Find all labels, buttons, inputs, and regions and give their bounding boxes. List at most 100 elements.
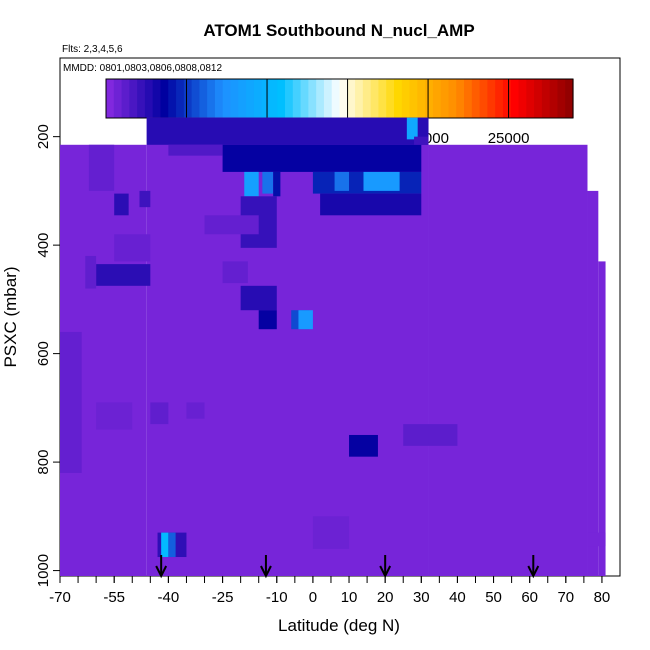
colorbar-slice (347, 79, 356, 118)
colorbar-slice (222, 79, 232, 118)
colorbar-slice (214, 79, 224, 118)
colorbar-slice (526, 79, 535, 118)
heatmap-domain (587, 532, 606, 547)
colorbar-slice (565, 79, 574, 118)
colorbar-slice (207, 79, 216, 118)
colorbar-slice (292, 79, 302, 118)
y-axis: 200 400 600 800 1000 (35, 124, 60, 587)
colorbar-slice (113, 79, 123, 118)
heatmap-cell (168, 532, 176, 558)
colorbar-slice (557, 79, 566, 118)
heatmap-layer (60, 117, 606, 577)
colorbar-slice (261, 79, 271, 118)
x-tick-label: 50 (485, 589, 502, 606)
y-tick-label: 400 (35, 233, 52, 258)
colorbar-slice (183, 79, 193, 118)
flight-markers (155, 555, 540, 579)
colorbar-slice (253, 79, 263, 118)
y-tick-label: 800 (35, 450, 52, 475)
colorbar-gradient (106, 79, 574, 118)
colorbar-slice (137, 79, 146, 118)
colorbar-slice (246, 79, 255, 118)
colorbar-slice (370, 79, 380, 118)
heatmap-cell (114, 193, 129, 216)
colorbar-slice (129, 79, 138, 118)
colorbar-slice (425, 79, 434, 118)
heatmap-cell (139, 190, 151, 208)
colorbar-slice (378, 79, 387, 118)
heatmap-cell (262, 171, 274, 194)
x-tick-label: -10 (266, 589, 288, 606)
x-tick-label: 10 (341, 589, 358, 606)
heatmap-cell (88, 144, 115, 191)
colorbar-slice (269, 79, 278, 118)
x-tick-label: 80 (594, 589, 611, 606)
x-tick-label: -25 (212, 589, 234, 606)
colorbar-slice (331, 79, 341, 118)
flight-marker-arrowhead (260, 565, 272, 579)
flight-marker-arrowhead (155, 565, 168, 579)
heatmap-cell (204, 215, 259, 235)
colorbar-slice (417, 79, 426, 118)
colorbar-slice (471, 79, 481, 118)
colorbar-slice (448, 79, 457, 118)
colorbar-slice (409, 79, 418, 118)
heatmap-cell (403, 424, 458, 446)
heatmap-cell (258, 310, 277, 330)
y-tick-label: 200 (35, 124, 52, 149)
heatmap-cell (334, 171, 350, 191)
colorbar-slice (495, 79, 504, 118)
colorbar-slice (176, 79, 185, 118)
colorbar-slice (440, 79, 450, 118)
y-axis-label: PSXC (mbar) (1, 266, 20, 367)
flights-subtitle: Flts: 2,3,4,5,6 (62, 44, 123, 55)
dates-subtitle: MMDD: 0801,0803,0806,0808,0812 (63, 63, 222, 74)
heatmap-cell (186, 402, 205, 419)
heatmap-cell (363, 171, 400, 191)
heatmap-cell (60, 331, 82, 473)
colorbar-slice (502, 79, 512, 118)
heatmap-cell (240, 285, 277, 311)
heatmap-cell (244, 171, 259, 197)
heatmap-cell (168, 144, 223, 156)
heatmap-domain (428, 144, 588, 576)
heatmap-cell (312, 516, 350, 549)
colorbar-slice (230, 79, 239, 118)
x-tick-label: 0 (309, 589, 317, 606)
colorbar-slice (510, 79, 520, 118)
y-tick-label: 600 (35, 341, 52, 366)
heatmap-domain (598, 261, 606, 576)
heatmap-cell (406, 117, 418, 140)
colorbar-slice (549, 79, 559, 118)
colorbar-slice (401, 79, 411, 118)
colorbar-slice (479, 79, 488, 118)
x-axis-label: Latitude (deg N) (278, 616, 400, 635)
colorbar-slice (316, 79, 325, 118)
colorbar-slice (534, 79, 543, 118)
heatmap-cell (161, 532, 169, 558)
colorbar-slice (168, 79, 177, 118)
heatmap-cell (298, 310, 313, 330)
heatmap-cell (146, 117, 429, 145)
colorbar-slice (277, 79, 286, 118)
heatmap-cell (414, 136, 429, 145)
x-tick-label: 30 (413, 589, 430, 606)
colorbar-slice (308, 79, 317, 118)
colorbar-slice (285, 79, 294, 118)
heatmap-cell (349, 434, 378, 457)
colorbar-slice (238, 79, 247, 118)
x-tick-label: 20 (377, 589, 394, 606)
colorbar-slice (144, 79, 154, 118)
colorbar-slice (393, 79, 403, 118)
heatmap-cell (222, 261, 248, 284)
colorbar-slice (432, 79, 442, 118)
heatmap-cell (320, 193, 422, 216)
heatmap-cell (114, 234, 151, 262)
heatmap-cell (150, 402, 169, 425)
colorbar-slice (191, 79, 200, 118)
colorbar-slice (106, 79, 115, 118)
x-tick-label: 70 (557, 589, 574, 606)
heatmap-cell (85, 255, 97, 289)
colorbar-slice (487, 79, 496, 118)
